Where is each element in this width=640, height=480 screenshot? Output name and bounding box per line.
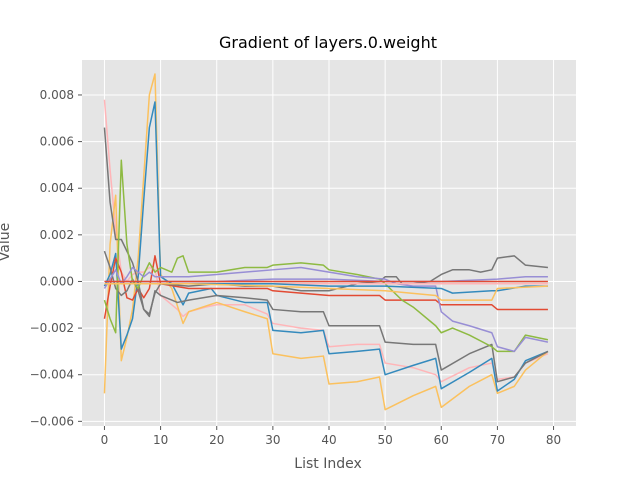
series-line-7 [103,266,549,353]
x-tick-label: 80 [546,433,561,447]
series-line-2 [103,101,549,392]
series-line-12 [104,283,548,301]
y-tick-label: 0.002 [40,228,74,242]
x-axis-label: List Index [294,456,361,472]
series-lines [103,73,549,411]
y-tick-label: −0.002 [30,321,74,335]
y-tick-label: 0.000 [40,274,74,288]
x-tick-label: 60 [434,433,449,447]
y-axis-label: Value [0,223,13,261]
x-tick-label: 10 [153,433,168,447]
y-tick-label: 0.006 [40,135,74,149]
y-axis-ticks: 0.008 0.006 0.004 0.002 0.000 −0.002 −0.004 −0.… [30,88,82,428]
y-tick-label: 0.004 [40,181,74,195]
x-tick-label: 20 [209,433,224,447]
y-tick-label: 0.008 [40,88,74,102]
x-tick-label: 50 [377,433,392,447]
series-line-6 [103,159,549,353]
x-tick-label: 0 [101,433,109,447]
x-axis-ticks: 0 10 20 30 40 50 60 70 80 [101,426,561,447]
y-tick-label: −0.004 [30,368,74,382]
chart-title: Gradient of layers.0.weight [219,33,437,52]
x-tick-label: 70 [490,433,505,447]
series-line-1 [103,73,549,411]
y-tick-label: −0.006 [30,414,74,428]
x-tick-label: 40 [321,433,336,447]
x-tick-label: 30 [265,433,280,447]
series-line-3 [103,255,548,319]
